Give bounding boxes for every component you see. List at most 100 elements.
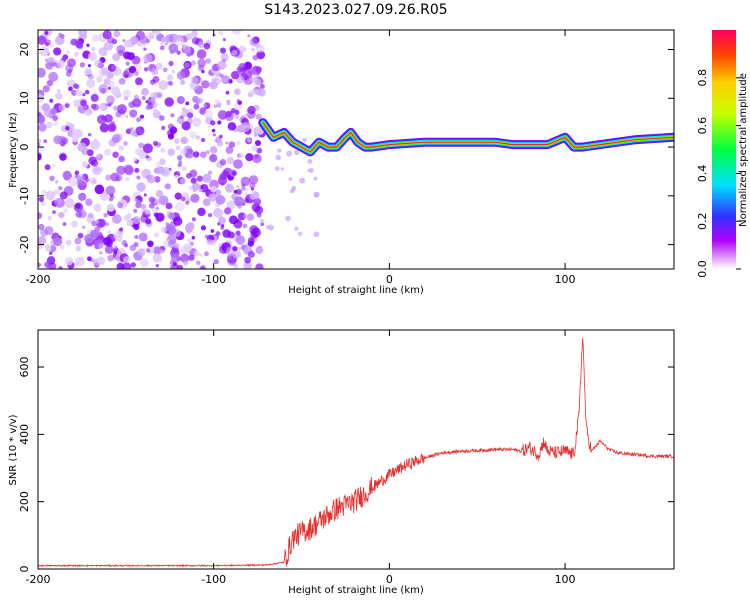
spectrogram-noise-blob (109, 101, 114, 105)
spectrogram-noise-blob (44, 164, 51, 171)
spectrogram-noise-blob (211, 128, 216, 133)
snr-xtick-label: 0 (386, 573, 393, 586)
spectrogram-noise-blob (59, 153, 67, 161)
spectrogram-noise-blob (106, 203, 115, 212)
spectrogram-noise-blob (104, 114, 113, 123)
spectrogram-noise-blob (133, 197, 138, 203)
spectrogram-noise-blob (197, 207, 206, 217)
spectrogram-noise-blob (90, 139, 101, 150)
spectrogram-noise-blob (75, 245, 82, 252)
spectrogram-noise-blob (116, 104, 127, 115)
chart-title: S143.2023.027.09.26.R05 (264, 2, 447, 18)
spectrogram-noise-blob (82, 93, 86, 97)
spectrogram-xtick-label: 100 (555, 273, 576, 286)
spectrogram-noise-blob (134, 147, 143, 156)
spectrogram-noise-blob (277, 148, 282, 153)
spectrogram-noise-blob (255, 113, 262, 120)
spectrogram-noise-blob (175, 202, 185, 212)
spectrogram-noise-blob (99, 123, 109, 133)
spectrogram-noise-blob (218, 216, 226, 225)
spectrogram-noise-blob (98, 47, 107, 56)
snr-xlabel: Height of straight line (km) (288, 585, 424, 596)
spectrogram-noise-blob (235, 188, 242, 196)
spectrogram-noise-blob (215, 231, 221, 236)
spectrogram-noise-blob (59, 244, 65, 250)
spectrogram-noise-blob (65, 239, 72, 246)
spectrogram-noise-blob (161, 125, 166, 130)
spectrogram-noise-blob (153, 232, 160, 238)
spectrogram-noise-blob (253, 133, 258, 137)
spectrogram-noise-blob (112, 151, 119, 158)
spectrogram-noise-blob (111, 134, 121, 143)
spectrogram-noise-blob (53, 47, 62, 56)
spectrogram-noise-blob (191, 30, 198, 37)
spectrogram-noise-blob (125, 61, 130, 66)
spectrogram-noise-blob (246, 213, 255, 221)
spectrogram-noise-blob (209, 154, 218, 163)
spectrogram-noise-blob (123, 89, 131, 98)
spectrogram-noise-blob (175, 145, 181, 151)
snr-panel: -200 -100 0 100 0 200 400 600 Height of straigh… (8, 329, 675, 596)
spectrogram-noise-blob (125, 177, 130, 182)
spectrogram-noise-blob (168, 81, 174, 86)
spectrogram-noise-blob (299, 177, 306, 184)
snr-ytick-label: 600 (18, 357, 31, 378)
spectrogram-noise-blob (217, 120, 222, 125)
spectrogram-noise-blob (65, 50, 70, 55)
spectrogram-noise-blob (252, 153, 262, 164)
spectrogram-noise-blob (184, 153, 189, 158)
spectrogram-noise-blob (106, 240, 113, 248)
spectrogram-noise-blob (96, 154, 101, 158)
spectrogram-noise-blob (221, 223, 225, 228)
spectrogram-noise-blob (234, 114, 240, 120)
spectrogram-noise-blob (166, 74, 174, 81)
spectrogram-noise-blob (75, 210, 83, 218)
spectrogram-noise-blob (62, 170, 72, 180)
spectrogram-noise-blob (84, 234, 94, 244)
spectrogram-noise-blob (167, 148, 175, 156)
spectrogram-noise-blob (104, 148, 112, 156)
spectrogram-noise-blob (94, 226, 101, 233)
spectrogram-noise-blob (90, 103, 97, 110)
spectrogram-noise-blob (158, 115, 165, 121)
spectrogram-noise-blob (53, 237, 63, 247)
spectrogram-noise-blob (186, 222, 195, 230)
spectrogram-noise-blob (44, 31, 49, 35)
spectrogram-noise-blob (242, 48, 247, 52)
spectrogram-noise-blob (226, 101, 231, 106)
spectrogram-noise-blob (225, 141, 229, 145)
spectrogram-noise-blob (267, 224, 274, 231)
spectrogram-noise-blob (243, 213, 248, 219)
spectrogram-noise-blob (313, 231, 320, 238)
spectrogram-noise-blob (235, 185, 240, 189)
spectrogram-noise-blob (274, 166, 280, 171)
spectrogram-noise-blob (183, 243, 193, 252)
snr-xtick-label: -100 (201, 573, 226, 586)
spectrogram-noise-blob (168, 60, 174, 67)
spectrogram-noise-blob (87, 132, 92, 137)
spectrogram-noise-blob (197, 41, 205, 49)
spectrogram-noise-blob (129, 36, 139, 45)
spectrogram-noise-blob (176, 70, 186, 80)
spectrogram-noise-blob (38, 154, 42, 161)
spectrogram-noise-blob (107, 122, 117, 133)
spectrogram-noise-blob (152, 76, 160, 83)
colorbar-tick-label: 0.4 (696, 165, 709, 183)
spectrogram-noise-blob (98, 83, 108, 94)
spectrogram-ytick-label: -10 (18, 187, 31, 205)
spectrogram-noise-blob (190, 177, 197, 184)
spectrogram-noise-blob (143, 193, 147, 197)
spectrogram-noise-blob (113, 30, 121, 38)
spectrogram-noise-blob (130, 129, 137, 137)
spectrogram-noise-blob (193, 151, 200, 158)
spectrogram-noise-blob (80, 99, 87, 107)
spectrogram-noise-blob (62, 222, 67, 226)
spectrogram-noise-blob (198, 188, 203, 193)
spectrogram-noise-blob (174, 138, 180, 144)
spectrogram-noise-blob (182, 44, 191, 54)
spectrogram-noise-blob (100, 115, 106, 121)
spectrogram-noise-blob (204, 109, 214, 119)
spectrogram-noise-blob (145, 218, 152, 225)
spectrogram-noise-blob (195, 260, 201, 266)
spectrogram-noise-blob (146, 248, 151, 253)
